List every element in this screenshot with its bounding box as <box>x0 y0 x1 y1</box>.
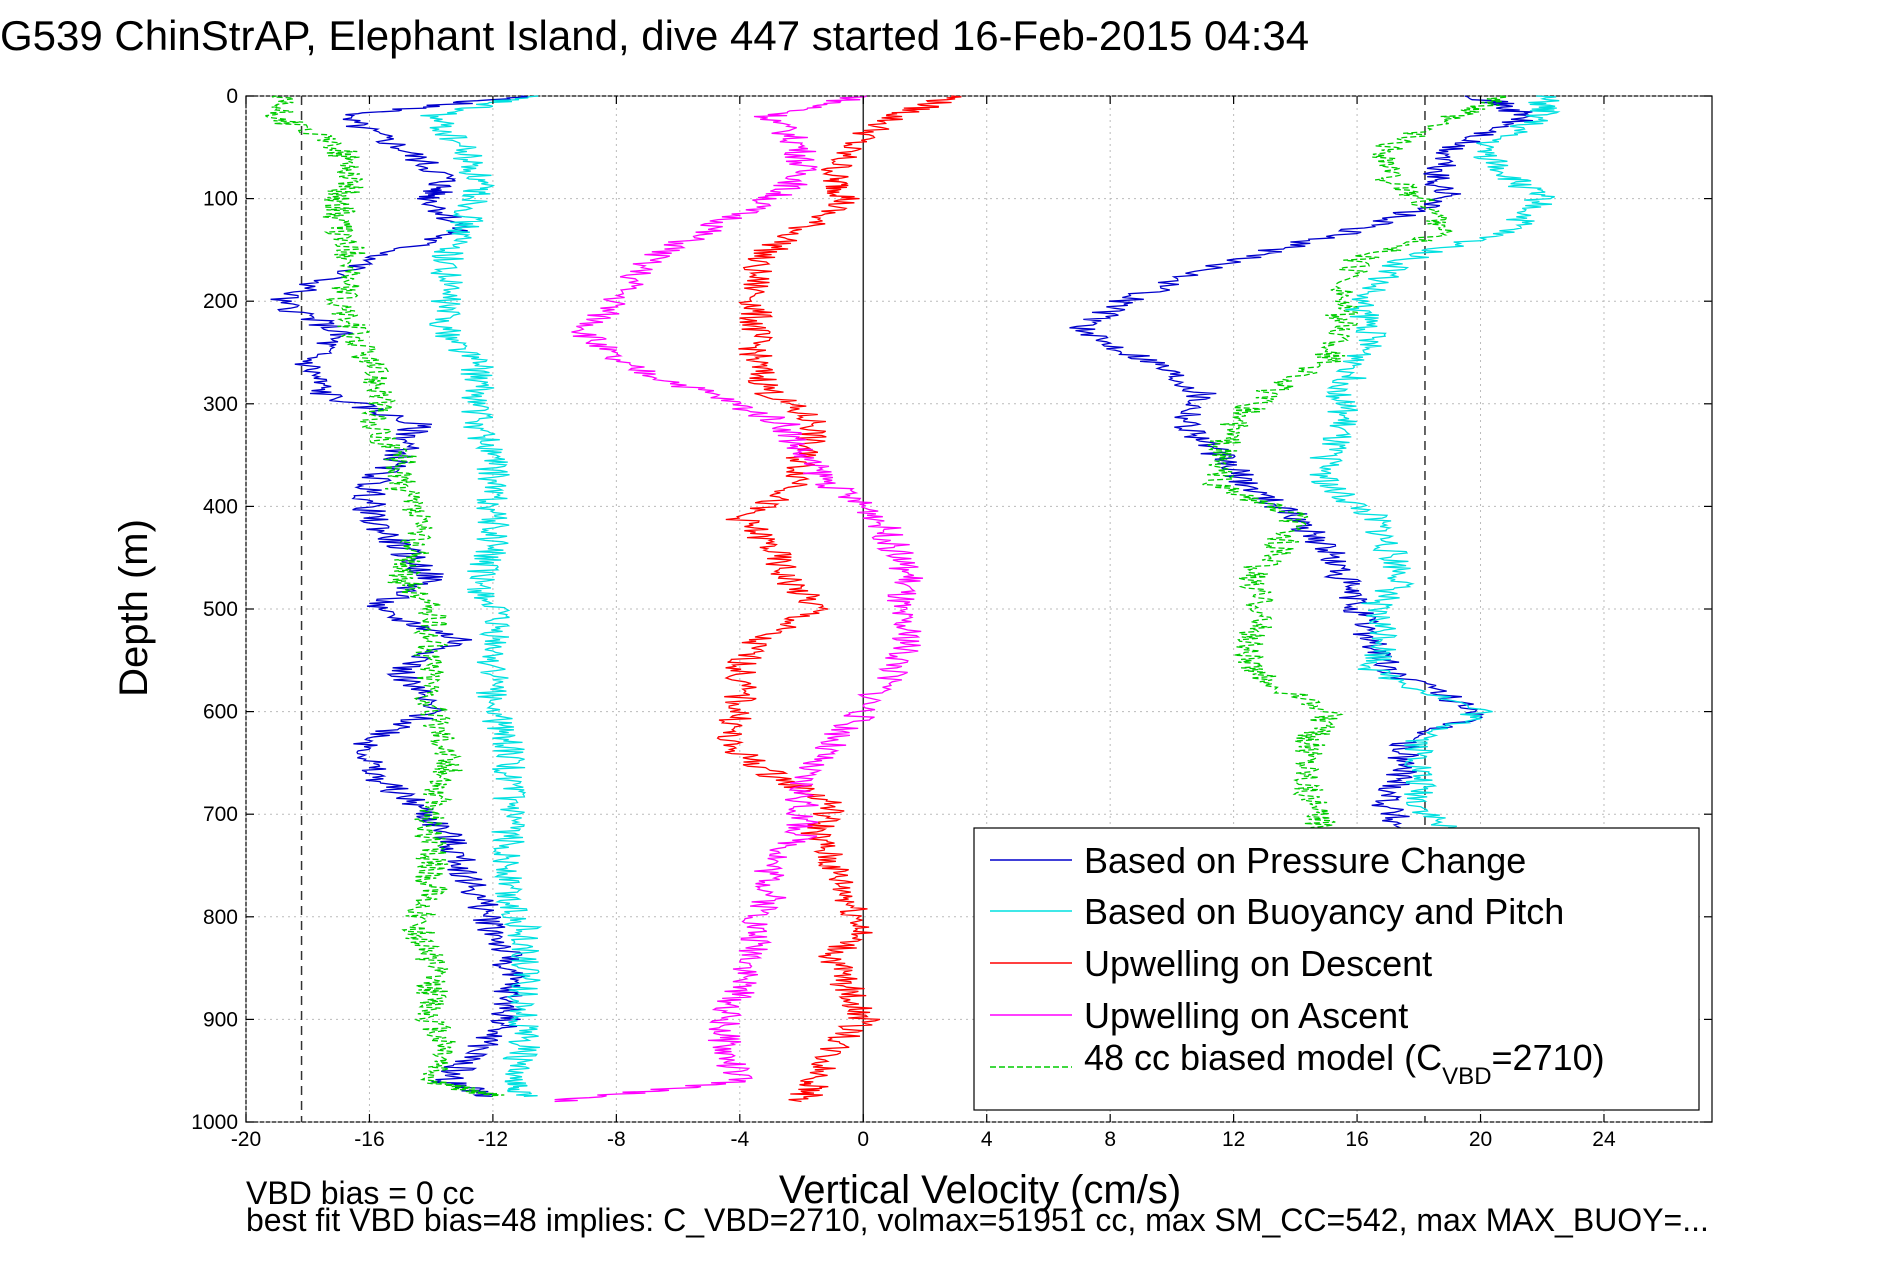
x-tick-label: 0 <box>857 1128 869 1151</box>
y-tick-label: 100 <box>203 188 238 211</box>
x-tick-label: 4 <box>981 1128 993 1151</box>
x-tick-label: -16 <box>354 1128 384 1151</box>
legend-label: Based on Pressure Change <box>1084 840 1526 881</box>
series-line-based-on-pressure-change-ascent <box>1069 95 1534 836</box>
series-line-48-cc-biased-model-cvbd-2710-ascent <box>1202 95 1508 836</box>
series-line-based-on-buoyancy-and-pitch-ascent <box>1309 95 1561 836</box>
chart-title: G539 ChinStrAP, Elephant Island, dive 44… <box>0 12 1309 59</box>
x-tick-label: 12 <box>1222 1128 1245 1151</box>
y-tick-label: 1000 <box>191 1111 238 1134</box>
legend-label: Upwelling on Ascent <box>1084 995 1408 1036</box>
series-line-upwelling-on-ascent <box>554 95 924 1103</box>
x-tick-label: -4 <box>730 1128 749 1151</box>
axis-ticks: -20 -16 -12 -8 -4 0 4 8 12 16 20 24 0 100 200 300 400 500… <box>191 85 1712 1151</box>
series-line-based-on-pressure-change-descent <box>270 95 529 1097</box>
legend-label: Upwelling on Descent <box>1084 943 1432 984</box>
y-tick-label: 0 <box>226 85 238 108</box>
y-tick-label: 300 <box>203 393 238 416</box>
y-tick-label: 200 <box>203 290 238 313</box>
legend-label-model: 48 cc biased model (CVBD=2710) <box>1084 1037 1605 1090</box>
x-tick-label: -12 <box>478 1128 508 1151</box>
series-line-upwelling-on-descent <box>716 95 962 1103</box>
y-tick-label: 400 <box>203 495 238 518</box>
legend: Based on Pressure Change Based on Buoyanc… <box>973 827 1700 1111</box>
vbd-bias-note: VBD bias = 0 cc <box>246 1175 475 1211</box>
best-fit-note: best fit VBD bias=48 implies: C_VBD=2710… <box>246 1202 1709 1238</box>
x-tick-label: 8 <box>1104 1128 1116 1151</box>
legend-box <box>973 827 1700 1111</box>
y-tick-label: 900 <box>203 1008 238 1031</box>
series-line-48-cc-biased-model-cvbd-2710-descent <box>265 95 505 1097</box>
y-tick-label: 600 <box>203 701 238 724</box>
y-tick-label: 800 <box>203 906 238 929</box>
y-axis-label: Depth (m) <box>112 519 156 697</box>
legend-label: Based on Buoyancy and Pitch <box>1084 891 1564 932</box>
y-tick-label: 700 <box>203 803 238 826</box>
grid-lines <box>245 95 1712 1123</box>
x-tick-label: -20 <box>231 1128 261 1151</box>
x-tick-label: 20 <box>1469 1128 1492 1151</box>
x-tick-label: -8 <box>607 1128 626 1151</box>
y-tick-label: 500 <box>203 598 238 621</box>
x-axis-label: Vertical Velocity (cm/s) <box>779 1168 1181 1212</box>
x-tick-label: 16 <box>1345 1128 1368 1151</box>
series-line-based-on-buoyancy-and-pitch-descent <box>420 95 543 1097</box>
series-layer <box>265 95 1561 1103</box>
x-tick-label: 24 <box>1592 1128 1616 1151</box>
